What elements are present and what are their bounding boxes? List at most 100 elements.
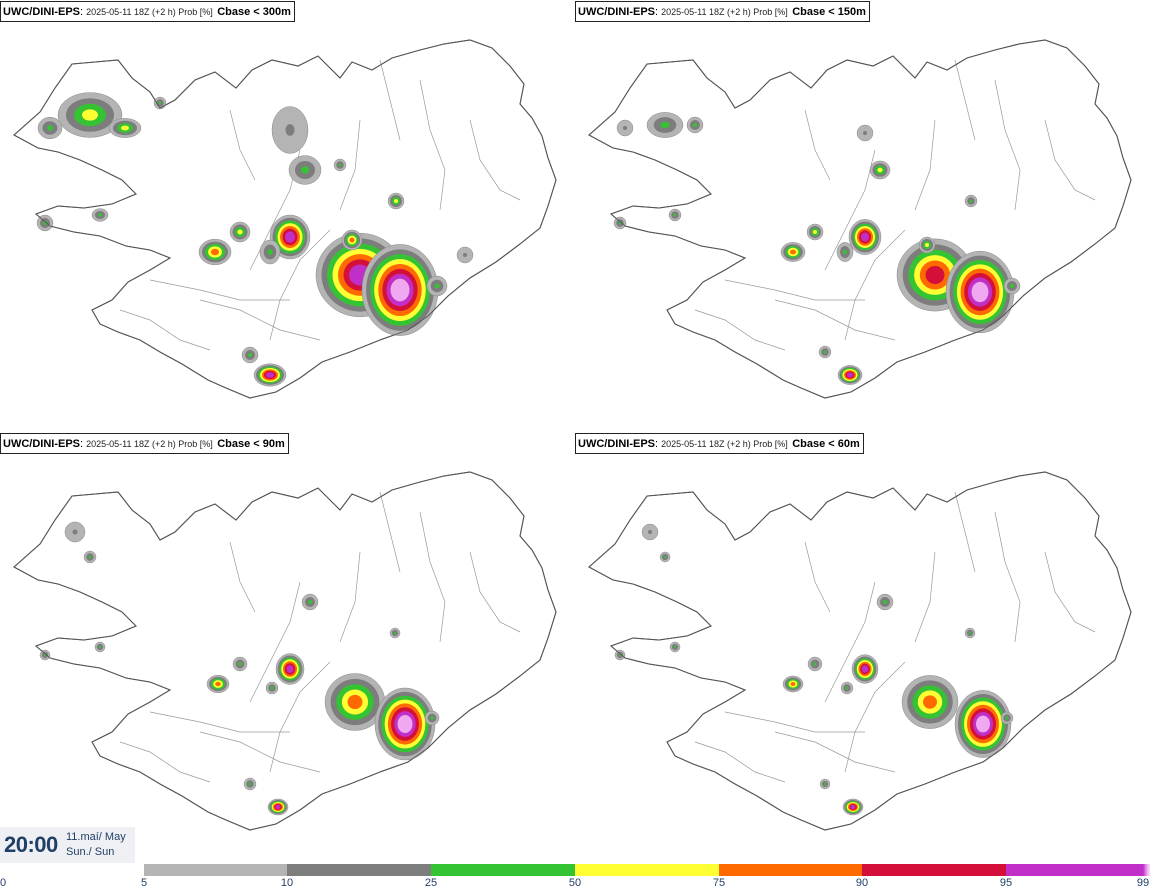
probability-blob [818,345,832,359]
probability-contour [813,662,817,666]
boundary-line [914,551,936,643]
map-panel-cbase-60m: UWC/DINI-EPS: 2025-05-11 18Z (+2 h) Prob… [575,432,1150,860]
probability-contour [215,681,221,687]
probability-contour [1010,284,1014,288]
probability-blob [954,690,1012,758]
coastline [588,471,1132,831]
map-panel-cbase-90m: UWC/DINI-EPS: 2025-05-11 18Z (+2 h) Prob… [0,432,575,860]
probability-blob [806,223,824,241]
panel-title: UWC/DINI-EPS: 2025-05-11 18Z (+2 h) Prob… [0,1,295,22]
probability-contour [790,249,796,255]
probability-contour [693,123,697,127]
run-info: 2025-05-11 18Z (+2 h) Prob [%] [86,7,213,17]
probability-blob [848,219,882,255]
probability-contour [285,124,295,136]
probability-blob [265,681,279,695]
probability-contour [863,131,867,135]
boundary-line [339,119,361,211]
colorbar-tick-label: 75 [712,877,726,889]
probability-contour [663,555,667,559]
probability-blob [288,155,322,185]
probability-blob [616,119,634,137]
boundary-line [199,299,321,341]
boundary-line [229,109,256,181]
probability-contour [98,213,102,217]
boundary-line [379,59,401,141]
probability-contour [338,163,342,167]
probability-blob [856,124,874,142]
probability-blob [836,242,854,262]
probability-blob [361,244,439,336]
probability-blob [387,192,405,210]
probability-contour [248,353,252,357]
boundary-line [469,551,521,633]
run-info: 2025-05-11 18Z (+2 h) Prob [%] [86,439,213,449]
probability-contour [823,350,827,354]
probability-blob [243,777,257,791]
probability-contour [301,166,309,174]
boundary-line [804,541,831,613]
iceland-map [588,471,1132,831]
probability-blob [36,214,54,232]
probability-blob [259,239,281,265]
probability-contour [847,372,853,378]
probability-contour [925,243,929,247]
iceland-map [13,39,557,399]
probability-contour [349,237,355,243]
valid-date: 11.maí/ May [66,831,126,843]
probability-blob [269,214,311,260]
probability-blob [37,116,63,140]
boundary-line [954,491,976,573]
colorbar-tick-label: 95 [999,877,1013,889]
probability-blob [108,118,142,138]
probability-contour [969,199,973,203]
probability-blob [426,275,448,297]
probability-contour [923,695,937,709]
probability-blob [389,627,401,639]
map-panel-cbase-150m: UWC/DINI-EPS: 2025-05-11 18Z (+2 h) Prob… [575,0,1150,428]
boundary-line [844,661,906,773]
probability-contour [211,248,219,256]
run-info: 2025-05-11 18Z (+2 h) Prob [%] [661,439,788,449]
panel-title: UWC/DINI-EPS: 2025-05-11 18Z (+2 h) Prob… [0,433,289,454]
boundary-line [149,711,290,733]
boundary-line [1044,551,1096,633]
probability-contour [270,686,274,690]
probability-contour [861,665,869,673]
probability-blob [686,116,704,134]
probability-contour [393,631,397,635]
boundary-line [774,731,896,773]
boundary-line [724,711,865,733]
probability-blob [456,246,474,264]
boundary-line [844,229,906,341]
map-panel-cbase-300m: UWC/DINI-EPS: 2025-05-11 18Z (+2 h) Prob… [0,0,575,428]
panel-title: UWC/DINI-EPS: 2025-05-11 18Z (+2 h) Prob… [575,1,870,22]
probability-contour [308,600,312,604]
run-info: 2025-05-11 18Z (+2 h) Prob [%] [661,7,788,17]
valid-time: 20:00 [4,832,58,857]
probability-blob [669,641,681,653]
probability-contour [267,249,273,255]
probability-blob [964,194,978,208]
boundary-line [119,741,211,783]
probability-blob [614,649,626,661]
probability-blob [869,160,891,180]
probability-contour [843,249,847,255]
colorbar-segment [144,864,287,876]
probability-blob [206,674,230,694]
probability-blob [64,521,86,543]
colorbar-segment [1006,864,1143,876]
boundary-line [914,119,936,211]
boundary-line [994,79,1021,211]
probability-blob [39,649,51,661]
probability-blob [91,208,109,222]
probability-blob [275,653,305,685]
probability-contour [850,805,856,809]
coastline [13,471,557,831]
probability-blob [782,675,804,693]
boundary-line [824,581,876,703]
probability-contour [248,782,252,786]
probability-contour [238,662,242,666]
probability-contour [98,645,102,649]
probability-blob [641,523,659,541]
